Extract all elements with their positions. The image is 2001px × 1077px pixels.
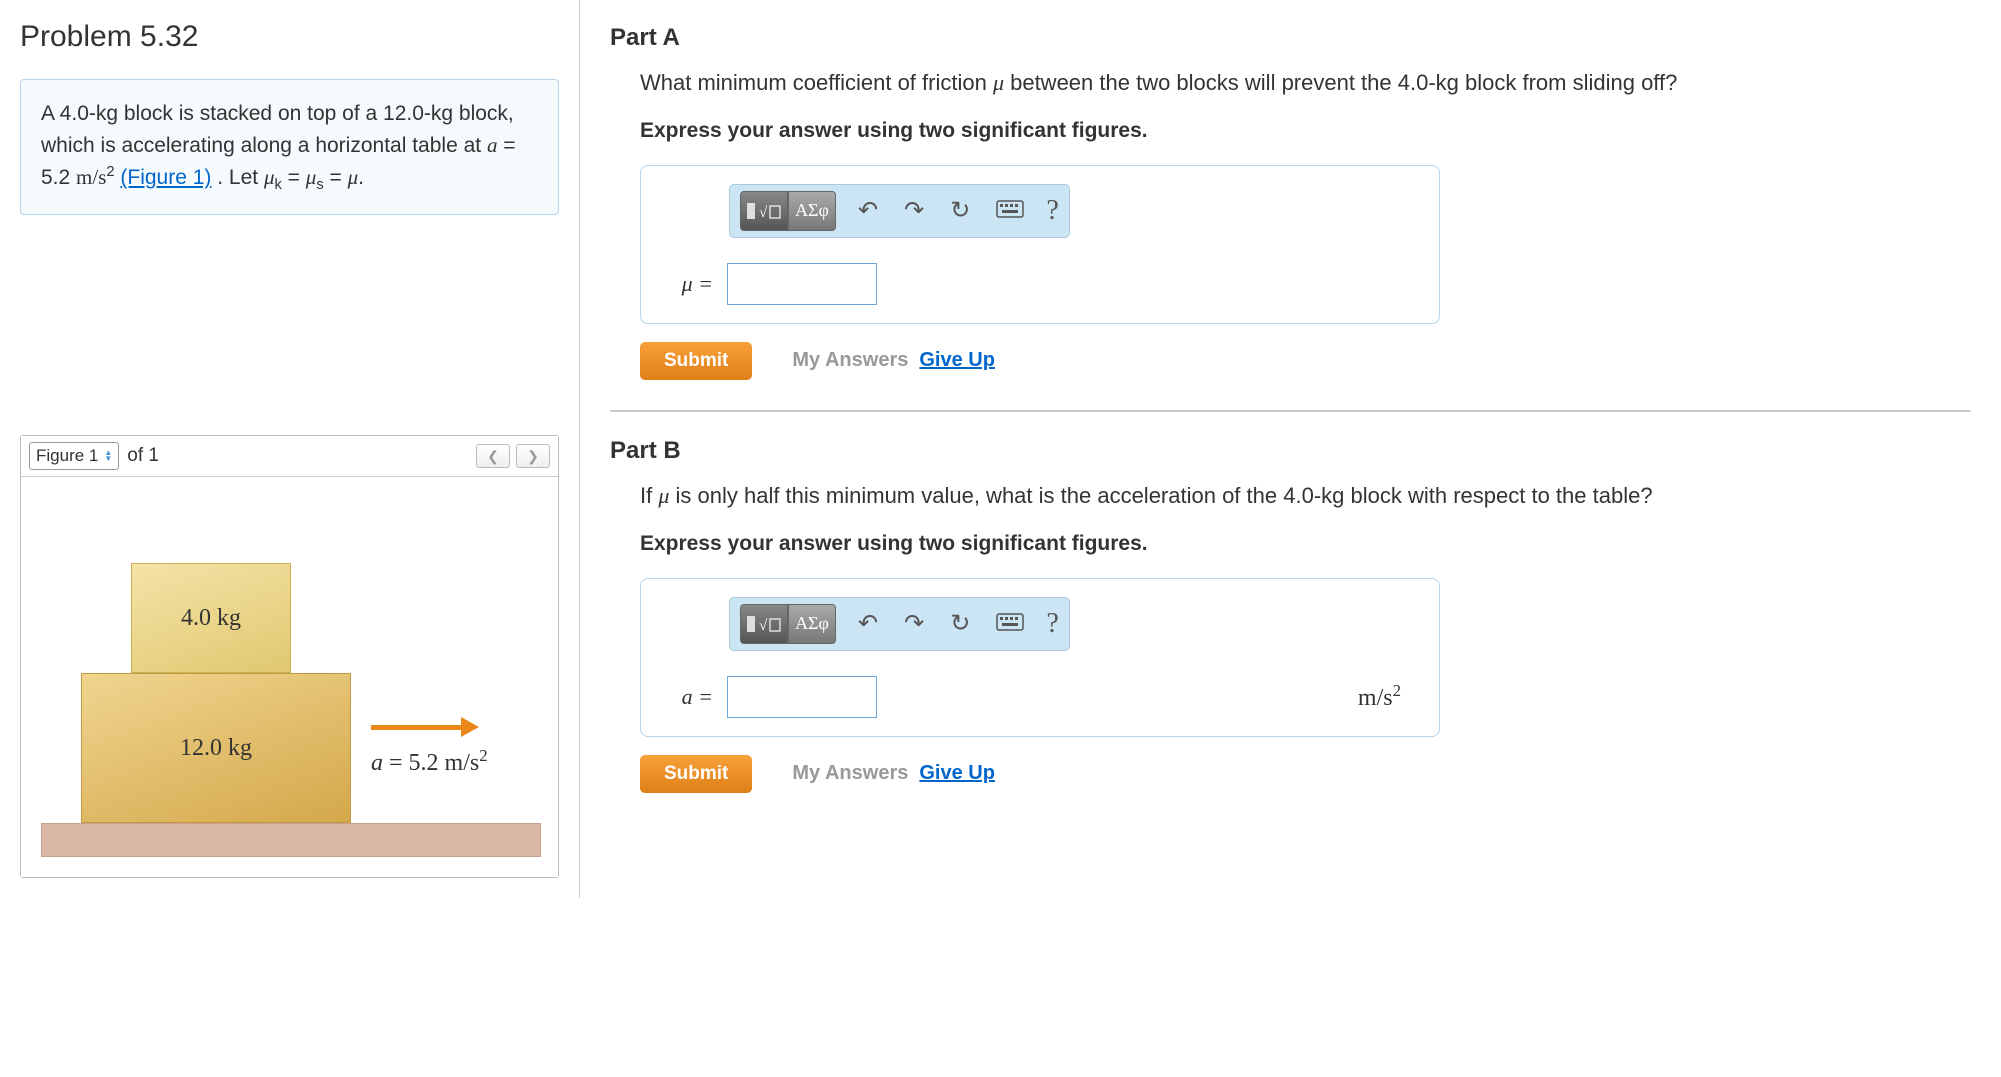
var-a: a — [487, 133, 498, 157]
template-icon: √ — [746, 200, 782, 222]
unit-ms: m/s — [76, 165, 106, 189]
svg-text:√: √ — [759, 205, 768, 221]
undo-icon[interactable]: ↶ — [854, 196, 882, 225]
reset-icon[interactable]: ↻ — [946, 609, 974, 638]
qa-mu: μ — [993, 70, 1004, 95]
sub-s: s — [316, 177, 323, 193]
part-a-give-up-link[interactable]: Give Up — [919, 349, 995, 371]
acceleration-label: a = 5.2 m/s2 — [371, 746, 488, 777]
qb-suffix: is only half this minimum value, what is… — [669, 483, 1652, 508]
sub-k: k — [275, 177, 282, 193]
template-icon: √ — [746, 613, 782, 635]
qa-prefix: What minimum coefficient of friction — [640, 70, 993, 95]
keyboard-icon[interactable] — [992, 197, 1028, 225]
redo-icon[interactable]: ↷ — [900, 196, 928, 225]
part-b-submit-button[interactable]: Submit — [640, 755, 752, 793]
part-a-submit-button[interactable]: Submit — [640, 342, 752, 380]
problem-statement-box: A 4.0-kg block is stacked on top of a 12… — [20, 79, 559, 215]
part-a-heading: Part A — [610, 24, 1971, 52]
figure-panel: Figure 1 ▲▼ of 1 ❮ ❯ 4.0 kg 12.0 kg — [20, 435, 559, 878]
part-b-toolbar: √ ΑΣφ ↶ ↷ ↻ ? — [729, 597, 1070, 651]
figure-selector[interactable]: Figure 1 ▲▼ — [29, 442, 119, 470]
figure-selector-label: Figure 1 — [36, 446, 98, 466]
accel-exp: 2 — [479, 746, 487, 765]
mu-k: μ — [264, 165, 275, 189]
qb-mu: μ — [658, 483, 669, 508]
help-icon[interactable]: ? — [1046, 608, 1058, 640]
accel-var: a — [371, 750, 383, 776]
eq2: = — [324, 166, 348, 189]
top-block: 4.0 kg — [131, 563, 291, 673]
unit-exp: 2 — [1393, 681, 1401, 700]
mu-s: μ — [306, 165, 317, 189]
part-b-body: If μ is only half this minimum value, wh… — [610, 481, 1971, 793]
part-a-actions: Submit My Answers Give Up — [640, 342, 1971, 380]
acceleration-arrow — [371, 717, 481, 737]
part-b-question: If μ is only half this minimum value, wh… — [640, 481, 1971, 512]
let-text: . Let — [211, 166, 264, 189]
part-a-question: What minimum coefficient of friction μ b… — [640, 68, 1971, 99]
part-b-answer-input[interactable] — [727, 676, 877, 718]
bottom-block: 12.0 kg — [81, 673, 351, 823]
problem-text: A 4.0-kg block is stacked on top of a 12… — [41, 102, 514, 157]
exp-2: 2 — [106, 164, 114, 180]
part-a-toolbar: √ ΑΣφ ↶ ↷ ↻ ? — [729, 184, 1070, 238]
template-button[interactable]: √ — [740, 191, 788, 231]
figure-body: 4.0 kg 12.0 kg a = 5.2 m/s2 — [21, 477, 558, 877]
figure-header: Figure 1 ▲▼ of 1 ❮ ❯ — [21, 436, 558, 477]
keyboard-icon[interactable] — [992, 610, 1028, 638]
template-button[interactable]: √ — [740, 604, 788, 644]
part-b-heading: Part B — [610, 437, 1971, 465]
part-b-var-label: a = — [659, 684, 713, 710]
undo-icon[interactable]: ↶ — [854, 609, 882, 638]
period: . — [358, 166, 364, 189]
redo-icon[interactable]: ↷ — [900, 609, 928, 638]
table-surface — [41, 823, 541, 857]
greek-button[interactable]: ΑΣφ — [788, 604, 836, 644]
problem-panel: Problem 5.32 A 4.0-kg block is stacked o… — [0, 0, 580, 898]
part-b-answer-box: √ ΑΣφ ↶ ↷ ↻ ? a = — [640, 578, 1440, 737]
part-b-instruction: Express your answer using two significan… — [640, 532, 1971, 556]
figure-next-button[interactable]: ❯ — [516, 444, 550, 468]
part-b-unit: m/s2 — [1358, 681, 1421, 712]
figure-prev-button[interactable]: ❮ — [476, 444, 510, 468]
physics-diagram: 4.0 kg 12.0 kg a = 5.2 m/s2 — [41, 497, 541, 857]
figure-count-label: of 1 — [127, 445, 159, 467]
reset-icon[interactable]: ↻ — [946, 196, 974, 225]
figure-nav: ❮ ❯ — [476, 444, 550, 468]
accel-value: = 5.2 m/s — [383, 750, 479, 776]
part-b-give-up-link[interactable]: Give Up — [919, 762, 995, 784]
qa-suffix: between the two blocks will prevent the … — [1004, 70, 1677, 95]
qb-prefix: If — [640, 483, 658, 508]
problem-title: Problem 5.32 — [20, 20, 559, 54]
top-block-label: 4.0 kg — [181, 605, 241, 632]
figure-link[interactable]: (Figure 1) — [120, 166, 211, 189]
answer-panel: Part A What minimum coefficient of frict… — [580, 0, 2001, 898]
mu-plain: μ — [348, 165, 359, 189]
part-a-input-row: μ = — [659, 263, 1421, 305]
part-separator — [610, 410, 1971, 412]
bottom-block-label: 12.0 kg — [180, 735, 252, 762]
help-icon[interactable]: ? — [1046, 195, 1058, 227]
unit-ms: m/s — [1358, 685, 1393, 711]
greek-button[interactable]: ΑΣφ — [788, 191, 836, 231]
part-b-input-row: a = m/s2 — [659, 676, 1421, 718]
svg-text:√: √ — [759, 618, 768, 634]
part-a-my-answers[interactable]: My Answers — [792, 349, 908, 371]
part-b-my-answers[interactable]: My Answers — [792, 762, 908, 784]
chevron-updown-icon: ▲▼ — [104, 450, 112, 462]
part-a-body: What minimum coefficient of friction μ b… — [610, 68, 1971, 380]
part-a-answer-input[interactable] — [727, 263, 877, 305]
part-a-instruction: Express your answer using two significan… — [640, 119, 1971, 143]
eq1: = — [282, 166, 306, 189]
part-a-answer-box: √ ΑΣφ ↶ ↷ ↻ ? μ = — [640, 165, 1440, 324]
part-a-var-label: μ = — [659, 271, 713, 297]
part-b-actions: Submit My Answers Give Up — [640, 755, 1971, 793]
